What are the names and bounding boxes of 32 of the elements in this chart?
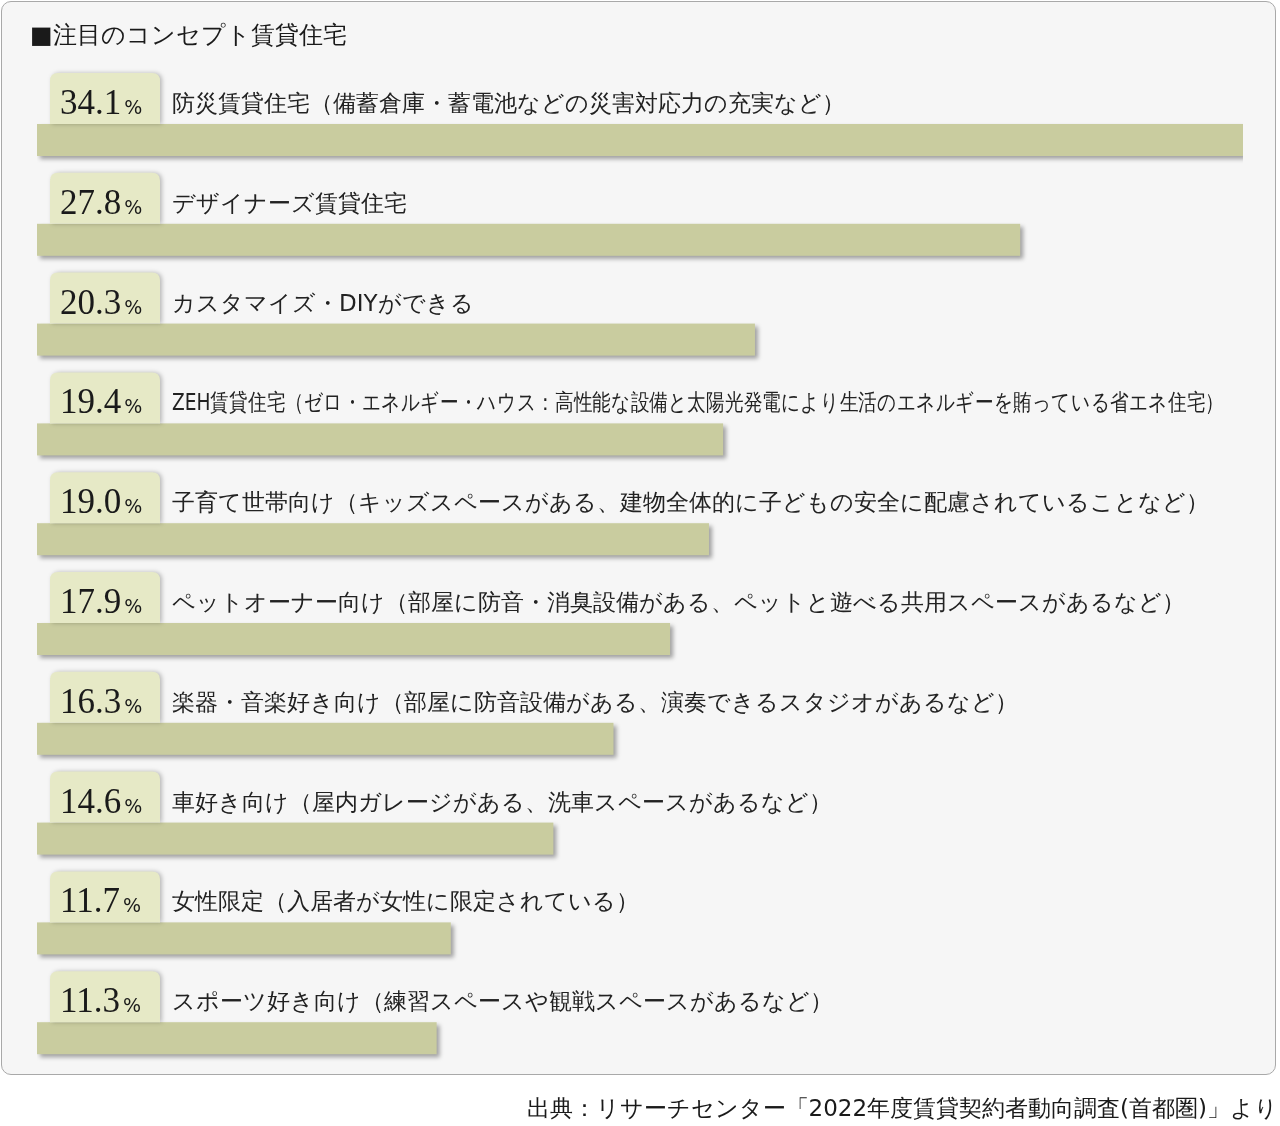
y-tick-label: 子育て世帯向け（キッズスペースがある、建物全体的に子どもの安全に配慮されていることなど）	[172, 489, 1209, 516]
y-tick-label: ペットオーナー向け（部屋に防音・消臭設備がある、ペットと遊べる共用スペースがあるなど）	[172, 589, 1185, 615]
bar	[37, 722, 614, 755]
data-label: 20.3%	[60, 282, 143, 322]
data-label: 19.4%	[60, 382, 143, 422]
data-label: 11.3%	[60, 981, 142, 1021]
bar	[37, 922, 451, 955]
y-tick-label: 楽器・音楽好き向け（部屋に防音設備がある、演奏できるスタジオがあるなど）	[172, 688, 1018, 715]
y-tick-label: 車好き向け（屋内ガレージがある、洗車スペースがあるなど）	[172, 788, 832, 815]
data-label: 17.9%	[60, 582, 143, 621]
source-note: 出典：リサーチセンター「2022年度賃貸契約者動向調査(首都圏)」より	[526, 1094, 1278, 1123]
y-tick-label: スポーツ好き向け（練習スペースや観戦スペースがあるなど）	[172, 988, 833, 1015]
y-tick-label: ZEH賃貸住宅（ゼロ・エネルギー・ハウス：高性能な設備と太陽光発電により生活のエネルギーを賄っている省エネ住宅）	[172, 389, 1225, 416]
data-label: 34.1%	[60, 83, 143, 122]
data-label: 16.3%	[60, 681, 143, 721]
data-label: 14.6%	[60, 781, 143, 821]
bar	[37, 822, 554, 855]
bar	[37, 423, 724, 456]
bar	[37, 323, 755, 356]
chart-title: ■注目のコンセプト賃貸住宅	[30, 20, 347, 50]
y-tick-label: カスタマイズ・DIYができる	[172, 289, 474, 316]
data-label: 11.7%	[60, 881, 142, 921]
bar	[37, 1022, 437, 1055]
data-label: 19.0%	[60, 482, 143, 522]
bar	[37, 623, 671, 655]
data-label: 27.8%	[60, 182, 143, 222]
y-tick-label: デザイナーズ賃貸住宅	[172, 189, 407, 216]
bar	[37, 523, 709, 556]
bar	[37, 223, 1021, 256]
y-tick-label: 防災賃貸住宅（備蓄倉庫・蓄電池などの災害対応力の充実など）	[172, 90, 845, 116]
y-tick-label: 女性限定（入居者が女性に限定されている）	[172, 888, 639, 915]
bar	[37, 124, 1243, 156]
